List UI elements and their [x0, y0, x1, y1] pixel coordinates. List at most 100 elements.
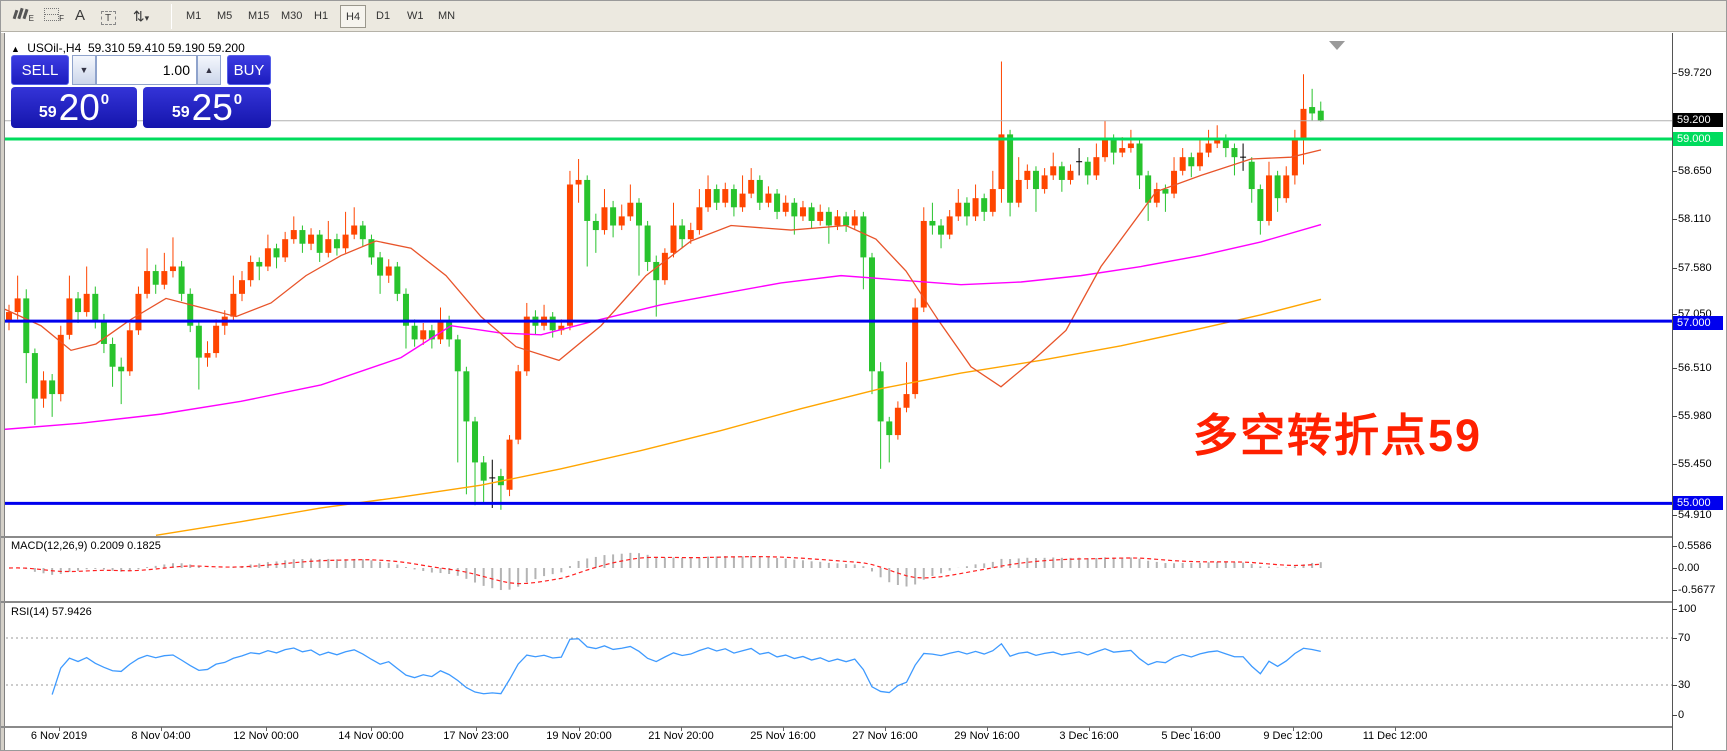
- price-axis-label[interactable]: 59.200: [1673, 113, 1723, 127]
- time-axis-label: 5 Dec 16:00: [1161, 730, 1221, 742]
- candle-body: [506, 439, 513, 490]
- time-axis-label: 6 Nov 2019: [30, 730, 88, 742]
- buy-price-pips: 25: [191, 87, 233, 128]
- candle-body: [402, 293, 409, 326]
- candle-body: [791, 202, 798, 217]
- candle-body: [204, 353, 211, 358]
- arrows-icon[interactable]: ⇅▾: [132, 8, 150, 24]
- volume-decrease-button[interactable]: ▼: [72, 55, 96, 85]
- candle-body: [808, 207, 815, 221]
- panel-separator: [1, 601, 1672, 603]
- timeframe-m5-button[interactable]: M5: [217, 10, 233, 22]
- candle-body: [247, 261, 254, 281]
- candle-body: [903, 394, 910, 408]
- chart-window: ▲ USOil-,H4 59.310 59.410 59.190 59.200 …: [1, 33, 1727, 751]
- candle-body: [938, 225, 945, 235]
- candle-body: [782, 202, 789, 212]
- chart-expert-icon[interactable]: E: [9, 5, 34, 28]
- toolbar-separator: [171, 4, 172, 29]
- time-axis-label: 29 Nov 16:00: [954, 730, 1020, 742]
- candle-body: [49, 380, 56, 395]
- axis-tick: [1672, 171, 1677, 172]
- timeframe-h4-button[interactable]: H4: [340, 5, 367, 28]
- grid-f-icon[interactable]: F: [39, 5, 64, 28]
- candle-body: [592, 220, 599, 231]
- timeframe-m30-button[interactable]: M30: [281, 10, 303, 22]
- candle-body: [989, 189, 996, 212]
- text-box-icon[interactable]: T: [96, 5, 120, 28]
- candle-body: [1024, 170, 1031, 180]
- timeframe-m1-button[interactable]: M1: [186, 10, 202, 22]
- candle-body: [584, 179, 591, 221]
- candle-body: [1300, 108, 1307, 139]
- timeframe-m15-button[interactable]: M15: [248, 10, 270, 22]
- time-axis-tick: [579, 727, 580, 731]
- candle-body: [394, 266, 401, 294]
- candle-body: [368, 239, 375, 258]
- price-axis-label[interactable]: 55.000: [1673, 496, 1723, 510]
- candle-body: [610, 207, 617, 226]
- panel-separator: [1, 726, 1672, 728]
- price-axis-label: 56.510: [1678, 362, 1712, 374]
- candle-body: [1214, 138, 1221, 144]
- axis-tick: [1672, 73, 1677, 74]
- sell-price-pips: 20: [58, 87, 100, 128]
- time-axis-label: 21 Nov 20:00: [648, 730, 714, 742]
- rsi-axis-label: 0: [1678, 709, 1685, 721]
- price-axis-label[interactable]: 59.000: [1673, 132, 1723, 146]
- candle-body: [428, 330, 435, 340]
- candle-body: [1136, 143, 1143, 176]
- candle-body: [342, 234, 349, 249]
- sell-button[interactable]: SELL: [11, 55, 69, 85]
- price-axis-label[interactable]: 57.000: [1673, 316, 1723, 330]
- candle-body: [1222, 138, 1229, 149]
- candle-body: [1317, 110, 1324, 121]
- candle-body: [774, 193, 781, 212]
- collapse-triangle-icon[interactable]: ▲: [11, 44, 20, 54]
- ma-mid-line: [1, 223, 1322, 431]
- candle-body: [109, 343, 116, 367]
- candle-body: [1179, 157, 1186, 171]
- candle-body: [963, 202, 970, 217]
- macd-indicator-label: MACD(12,26,9) 0.2009 0.1825: [11, 540, 161, 552]
- candle-body: [998, 134, 1005, 190]
- candle-body: [1145, 175, 1152, 203]
- volume-input[interactable]: [96, 55, 197, 85]
- candle-body: [1102, 138, 1109, 158]
- candle-body: [420, 330, 427, 340]
- candle-body: [14, 298, 21, 313]
- candle-body: [316, 234, 323, 253]
- axis-tick: [1672, 464, 1677, 465]
- rsi-axis-label: 100: [1678, 603, 1697, 615]
- buy-button[interactable]: BUY: [227, 55, 271, 85]
- price-axis-label: 57.580: [1678, 262, 1712, 274]
- time-axis-label: 11 Dec 12:00: [1362, 730, 1428, 742]
- buy-price-panel[interactable]: 59 25 0: [143, 87, 271, 128]
- candle-body: [282, 239, 289, 258]
- candle-body: [1171, 170, 1178, 194]
- candle-body: [40, 380, 47, 399]
- timeframe-w1-button[interactable]: W1: [407, 10, 424, 22]
- candle-body: [756, 179, 763, 203]
- candle-body: [670, 225, 677, 253]
- timeframe-d1-button[interactable]: D1: [376, 10, 391, 22]
- candle-body: [618, 216, 625, 226]
- candle-body: [135, 293, 142, 331]
- timeframe-h1-button[interactable]: H1: [314, 10, 329, 22]
- chart-shift-marker-icon[interactable]: [1329, 41, 1345, 50]
- timeframe-mn-button[interactable]: MN: [438, 10, 456, 22]
- candle-body: [601, 207, 608, 231]
- sell-price-panel[interactable]: 59 20 0: [11, 87, 137, 128]
- candle-body: [515, 371, 522, 440]
- candle-body: [1050, 166, 1057, 176]
- price-chart-canvas[interactable]: [1, 33, 1727, 751]
- candle-body: [66, 298, 73, 335]
- candle-body: [575, 179, 582, 185]
- text-a-icon[interactable]: A: [74, 7, 85, 24]
- candle-body: [1283, 175, 1290, 199]
- candle-body: [877, 371, 884, 422]
- volume-increase-button[interactable]: ▲: [197, 55, 221, 85]
- candle-body: [472, 421, 479, 463]
- candle-body: [273, 248, 280, 258]
